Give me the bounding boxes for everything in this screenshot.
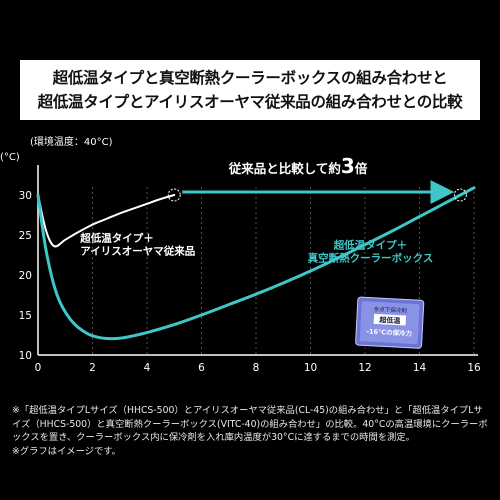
end-markers	[167, 188, 467, 202]
product-pack-text-3: -16°Cの保冷力	[366, 326, 413, 337]
y-tick-label-20: 20	[19, 270, 32, 282]
end-marker-0	[167, 188, 181, 202]
x-tick-label-10: 10	[304, 362, 317, 374]
x-tick-label-0: 0	[35, 362, 42, 374]
series-label-1: 超低温タイプ＋真空断熱クーラーボックス	[308, 239, 434, 265]
series-label-0: 超低温タイプ＋アイリスオーヤマ従来品	[79, 231, 195, 257]
callout-prefix: 従来品と比較して約	[228, 161, 341, 176]
callout-suffix: 倍	[355, 161, 368, 176]
product-pack-illustration: 氷点下保冷剤 超低温 -16°Cの保冷力	[355, 296, 425, 349]
x-tick-label-14: 14	[413, 362, 427, 374]
x-tick-label-16: 16	[467, 362, 481, 374]
series-group	[36, 186, 476, 341]
ambient-temperature-label: (環境温度：40°C)	[30, 135, 113, 148]
callout-value: 3	[341, 154, 355, 178]
x-tick-label-2: 2	[89, 362, 96, 374]
y-tick-label-10: 10	[19, 350, 32, 362]
series-line-1	[36, 186, 476, 341]
footnote-2: ※グラフはイメージです。	[12, 445, 121, 457]
end-marker-1	[453, 188, 467, 202]
product-pack-text-2: 超低温	[379, 315, 400, 325]
title-line-2: 超低温タイプとアイリスオーヤマ従来品の組み合わせとの比較	[37, 93, 463, 111]
y-tick-label-15: 15	[19, 310, 32, 322]
x-tick-label-12: 12	[358, 362, 371, 374]
x-tick-label-4: 4	[144, 362, 151, 374]
product-pack-text-1: 氷点下保冷剤	[374, 305, 408, 315]
footnotes: ※「超低温タイプLサイズ（HHCS-500）とアイリスオーヤマ従来品(CL-45…	[12, 404, 490, 458]
title-banner: 超低温タイプと真空断熱クーラーボックスの組み合わせと 超低温タイプとアイリスオー…	[20, 60, 480, 120]
x-tick-label-6: 6	[198, 362, 205, 374]
y-axis-unit: (°C)	[0, 152, 20, 163]
series-labels: 超低温タイプ＋アイリスオーヤマ従来品 超低温タイプ＋真空断熱クーラーボックス	[79, 231, 433, 264]
callout-text: 従来品と比較して約3倍	[228, 154, 368, 178]
series-line-0	[37, 194, 176, 248]
title-line-1: 超低温タイプと真空断熱クーラーボックスの組み合わせと	[52, 69, 448, 87]
tick-labels: 0 2 4 6 8 10 12 14 16 10 15 20 25 30	[19, 190, 481, 374]
x-tick-label-8: 8	[253, 362, 260, 374]
footnote-1: ※「超低温タイプLサイズ（HHCS-500）とアイリスオーヤマ従来品(CL-45…	[12, 405, 488, 443]
y-tick-label-30: 30	[19, 190, 32, 202]
y-tick-label-25: 25	[19, 230, 32, 242]
